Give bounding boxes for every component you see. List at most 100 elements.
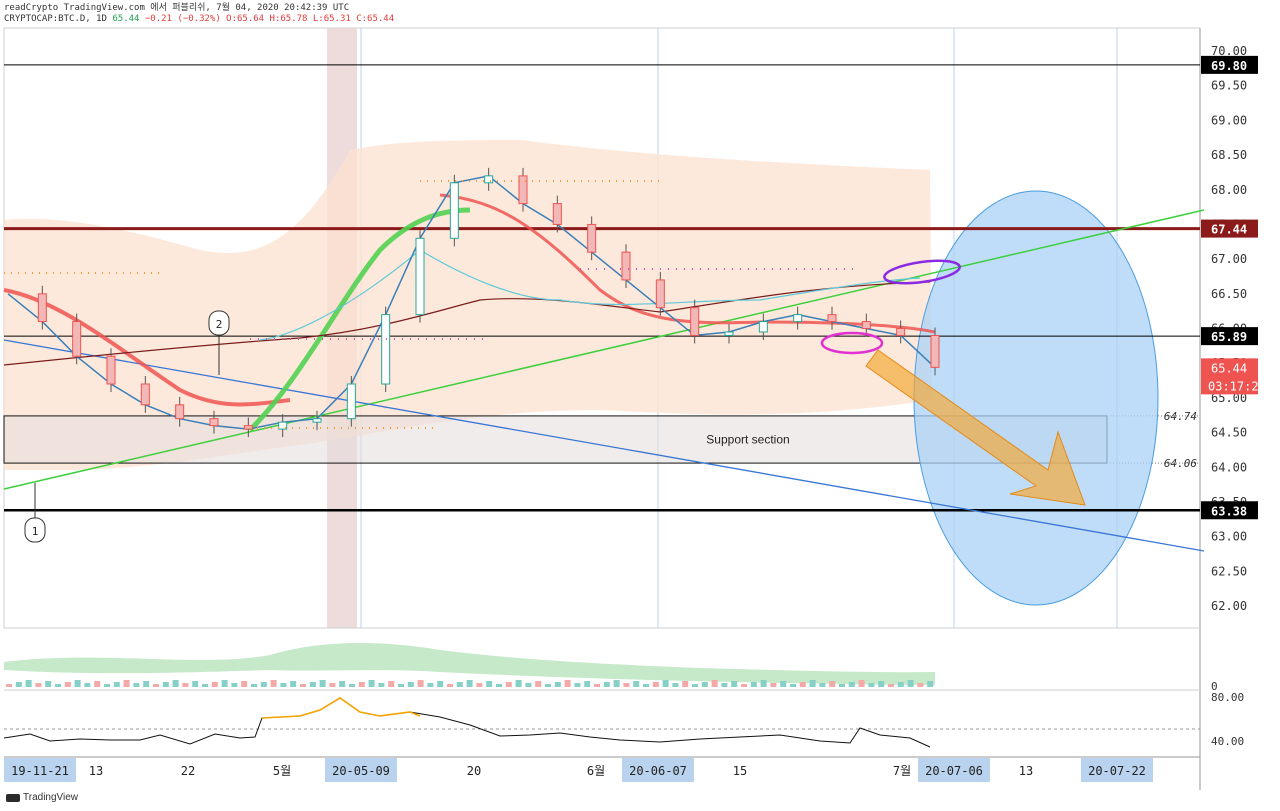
candle-body-17 <box>587 223 597 253</box>
volume-bar-57 <box>564 680 571 687</box>
time-tick-4: 20-05-09 <box>332 764 390 778</box>
volume-bar-74 <box>731 681 738 687</box>
tradingview-label: TradingView <box>23 792 79 803</box>
volume-bar-85 <box>839 684 845 687</box>
purple-oval-marker <box>883 259 961 285</box>
osc-tick-80: 80.00 <box>1211 691 1244 704</box>
publish-info: readCrypto TradingView.com 에서 퍼블리쉬, 7월 0… <box>4 3 350 13</box>
tradingview-logo[interactable]: TradingView <box>6 792 78 803</box>
callout-2-label: 2 <box>216 318 223 331</box>
volume-bar-60 <box>594 684 600 687</box>
candle-body-23 <box>793 314 803 323</box>
time-tick-bg-0 <box>4 758 76 782</box>
level-tag-text-2: 65.89 <box>1211 330 1247 344</box>
candle-body-4 <box>140 383 150 406</box>
price-tick-0: 70.00 <box>1211 44 1247 58</box>
red-ma-line <box>3 288 291 407</box>
volume-bar-83 <box>819 683 826 687</box>
volume-bar-34 <box>339 681 346 687</box>
cloud-band <box>4 140 932 470</box>
volume-bar-38 <box>378 683 385 687</box>
volume-bar-8 <box>84 683 91 687</box>
volume-bar-9 <box>94 681 101 687</box>
green-trend-line <box>3 209 1205 490</box>
volume-bar-76 <box>750 682 757 687</box>
callout-1-label: 1 <box>32 525 39 538</box>
price-change: −0.21 (−0.32%) <box>144 14 221 24</box>
price-tick-6: 67.00 <box>1211 252 1247 266</box>
current-price-bg <box>1201 358 1258 395</box>
candle-body-6 <box>209 418 219 427</box>
volume-bar-14 <box>143 681 150 687</box>
volume-bar-41 <box>407 682 414 687</box>
time-tick-bg-12 <box>1081 758 1153 782</box>
volume-bar-42 <box>417 680 424 687</box>
time-tick-3: 5월 <box>273 764 291 778</box>
target-ellipse <box>913 190 1159 606</box>
volume-bar-90 <box>888 684 894 687</box>
time-tick-11: 13 <box>1019 764 1033 778</box>
candle-body-21 <box>724 331 734 336</box>
candle-body-2 <box>72 321 82 357</box>
volume-bar-1 <box>15 682 22 687</box>
volume-bar-67 <box>662 680 669 687</box>
tradingview-icon <box>6 793 20 802</box>
candle-body-16 <box>552 203 562 225</box>
time-tick-2: 22 <box>181 764 195 778</box>
candle-body-11 <box>381 314 391 385</box>
volume-bar-29 <box>290 681 297 687</box>
volume-bar-16 <box>162 682 169 687</box>
level-tag-bg-2 <box>1201 327 1258 346</box>
time-axis: 19-11-21 13 22 5월 20-05-09 20 6월 20-06-07 15 7월 20… <box>4 758 1153 782</box>
candle-body-26 <box>896 328 906 336</box>
volume-bar-13 <box>133 683 140 687</box>
volume-bar-27 <box>270 680 277 687</box>
volume-bar-19 <box>192 681 199 687</box>
candle-body-7 <box>243 425 253 430</box>
candle-body-22 <box>758 321 768 333</box>
callout-1-box <box>24 517 46 543</box>
volume-bar-3 <box>35 683 42 687</box>
volume-bar-77 <box>760 680 767 687</box>
level-tags: 69.80 67.44 65.89 63.38 65.44 03:17:23 <box>1201 55 1266 520</box>
callout-2-box <box>208 310 230 336</box>
level-tag-bg-0 <box>1201 55 1258 74</box>
volume-bar-94 <box>927 681 934 687</box>
candle-body-8 <box>278 421 288 430</box>
time-tick-bg-7 <box>622 758 694 782</box>
volume-bar-87 <box>858 680 865 687</box>
volume-bar-5 <box>55 684 61 687</box>
volume-bar-54 <box>535 681 542 687</box>
current-price-text: 65.44 <box>1211 361 1247 375</box>
volume-bar-81 <box>799 682 806 687</box>
level-tag-text-0: 69.80 <box>1211 59 1247 73</box>
volume-bar-20 <box>202 684 208 687</box>
candle-body-19 <box>655 279 665 309</box>
support-bottom-label: 64.06 <box>1164 457 1197 470</box>
candle-body-3 <box>106 355 116 385</box>
level-tag-bg-3 <box>1201 501 1258 520</box>
candles <box>37 167 940 438</box>
candle-body-12 <box>415 237 425 316</box>
oscillator-overbought <box>261 697 421 719</box>
candle-body-20 <box>690 307 700 336</box>
price-tick-1: 69.50 <box>1211 79 1247 93</box>
volume-bar-39 <box>388 681 395 687</box>
volume-bar-69 <box>682 681 689 687</box>
volume-bar-2 <box>25 680 32 687</box>
candle-body-10 <box>346 383 356 420</box>
volume-bar-22 <box>221 680 228 687</box>
dark-ma-line <box>3 281 931 366</box>
volume-bar-71 <box>701 682 708 687</box>
volume-bar-6 <box>64 682 71 687</box>
volume-bar-4 <box>45 681 52 687</box>
volume-bar-66 <box>652 682 659 687</box>
volume-bar-51 <box>505 682 512 687</box>
volume-bar-82 <box>809 680 816 687</box>
volume-bar-36 <box>358 682 365 687</box>
volume-bar-79 <box>780 681 787 687</box>
price-tick-12: 64.00 <box>1211 460 1247 474</box>
volume-bar-62 <box>613 680 620 687</box>
volume-bar-33 <box>329 683 336 687</box>
